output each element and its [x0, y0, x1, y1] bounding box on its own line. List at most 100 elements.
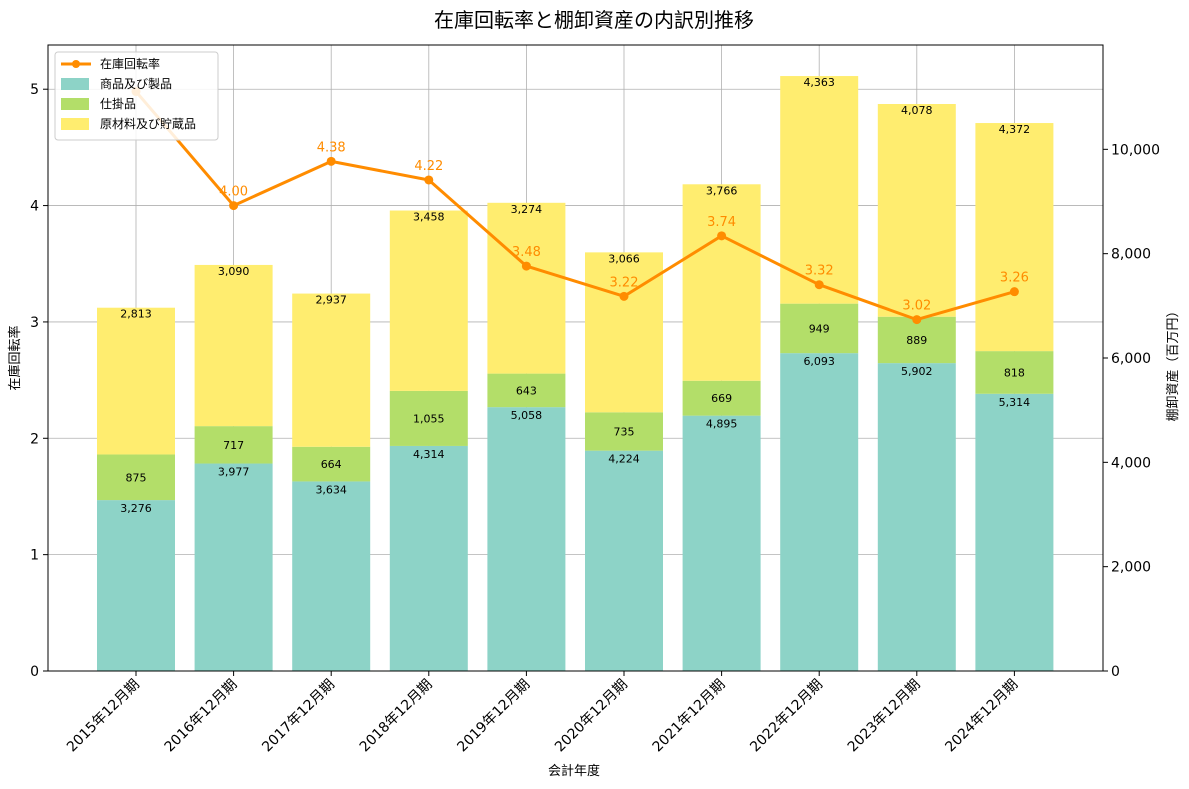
x-tick-label: 2018年12月期	[357, 677, 436, 756]
y-left-tick-label: 4	[30, 199, 39, 215]
bar-segment	[292, 446, 371, 482]
bar-value-label: 664	[321, 458, 342, 471]
bar-segment	[585, 412, 663, 451]
x-tick-label: 2016年12月期	[162, 677, 241, 756]
turnover-value-label: 4.22	[414, 159, 443, 174]
turnover-value-label: 3.74	[707, 215, 736, 230]
bar-segment	[389, 390, 468, 446]
bar-value-label: 2,937	[315, 294, 347, 307]
bar-value-label: 4,372	[999, 123, 1031, 136]
x-tick-label: 2024年12月期	[942, 677, 1021, 756]
bar-series	[97, 76, 1054, 671]
x-axis-label: 会計年度	[548, 763, 600, 779]
turnover-value-label: 3.32	[805, 264, 834, 279]
turnover-line-path	[134, 90, 1015, 322]
bar-value-label: 717	[223, 439, 244, 452]
y-left-tick-label: 0	[30, 664, 39, 680]
turnover-value-label: 3.48	[512, 245, 541, 260]
bar-value-label: 889	[906, 334, 927, 347]
bar-segment	[194, 264, 273, 427]
turnover-point	[1009, 287, 1019, 297]
bar-segment	[487, 202, 566, 374]
bar-segment	[975, 351, 1054, 394]
bar-value-label: 949	[809, 322, 830, 335]
bar-segment	[487, 373, 566, 408]
y-axis-left-label: 在庫回転率	[7, 325, 23, 390]
bar-value-label: 4,078	[901, 104, 933, 117]
bar-value-label: 4,895	[706, 418, 738, 431]
legend-swatch	[61, 98, 89, 110]
bar-value-label: 875	[126, 471, 147, 484]
legend-label: 商品及び製品	[100, 76, 172, 91]
bar-segment	[682, 415, 761, 671]
x-tick-label: 2020年12月期	[552, 677, 631, 756]
bar-value-label: 4,314	[413, 448, 445, 461]
bar-value-label: 2,813	[120, 308, 152, 321]
y-right-tick-label: 2,000	[1111, 560, 1151, 576]
x-tick-label: 2021年12月期	[650, 677, 729, 756]
bar-value-label: 5,902	[901, 365, 933, 378]
bar-segment	[389, 210, 468, 391]
bar-segment	[975, 393, 1054, 671]
bar-segment	[97, 500, 175, 671]
bar-value-label: 4,363	[803, 76, 835, 89]
bar-value-label: 6,093	[803, 355, 835, 368]
y-right-tick-label: 10,000	[1111, 142, 1160, 158]
x-tick-label: 2019年12月期	[454, 677, 533, 756]
turnover-point	[814, 280, 824, 290]
bar-value-label: 1,055	[413, 412, 445, 425]
turnover-point	[717, 231, 727, 241]
turnover-value-label: 3.22	[610, 275, 639, 290]
turnover-line: 4.00 4.38 4.22 3.48 3.22 3.74 3.32 3.02 3.26	[131, 87, 1029, 325]
bar-value-label: 3,276	[120, 502, 152, 515]
turnover-point	[326, 156, 336, 166]
turnover-point	[912, 315, 922, 325]
bar-value-label: 643	[516, 384, 537, 397]
bar-value-label: 3,977	[218, 466, 250, 479]
legend-label: 在庫回転率	[100, 56, 160, 71]
bar-segment	[877, 363, 956, 671]
bar-segment	[877, 104, 956, 317]
turnover-point	[424, 175, 434, 185]
turnover-value-label: 4.38	[317, 140, 346, 155]
y-right-tick-label: 4,000	[1111, 455, 1151, 471]
turnover-value-label: 3.26	[1000, 271, 1029, 286]
y-left-tick-label: 5	[30, 82, 39, 98]
turnover-point	[521, 261, 531, 271]
bar-segment	[292, 293, 371, 447]
bar-segment	[682, 184, 761, 381]
legend-line-marker	[72, 60, 80, 68]
bar-segment	[194, 463, 273, 671]
bar-segment	[487, 407, 566, 671]
y-left-tick-label: 2	[30, 431, 39, 447]
x-tick-label: 2015年12月期	[64, 677, 143, 756]
turnover-value-label: 3.02	[902, 299, 931, 314]
bar-value-label: 3,458	[413, 211, 445, 224]
x-tick-label: 2023年12月期	[845, 677, 924, 756]
bar-segment	[975, 123, 1054, 352]
turnover-point	[229, 201, 239, 211]
y-right-tick-label: 8,000	[1111, 247, 1151, 263]
bar-value-label: 735	[614, 425, 635, 438]
y-left-tick-label: 1	[30, 548, 39, 564]
bar-segment	[97, 307, 175, 455]
bar-value-label: 5,058	[511, 409, 543, 422]
legend-swatch	[61, 78, 89, 90]
legend-swatch	[61, 118, 89, 130]
turnover-value-label: 4.00	[219, 185, 248, 200]
bar-value-label: 3,766	[706, 184, 738, 197]
legend-label: 原材料及び貯蔵品	[100, 117, 196, 131]
turnover-point	[619, 291, 629, 301]
bar-segment	[780, 303, 859, 354]
bar-value-label: 3,066	[608, 252, 640, 265]
y-right-tick-label: 0	[1111, 664, 1120, 680]
y-axis-right-label: 棚卸資産（百万円）	[1165, 304, 1181, 421]
bar-segment	[780, 76, 859, 304]
bar-segment	[194, 426, 273, 464]
bar-value-label: 5,314	[999, 396, 1031, 409]
y-left-tick-label: 3	[30, 315, 39, 331]
legend-box	[54, 51, 219, 141]
bar-value-label: 4,224	[608, 453, 640, 466]
